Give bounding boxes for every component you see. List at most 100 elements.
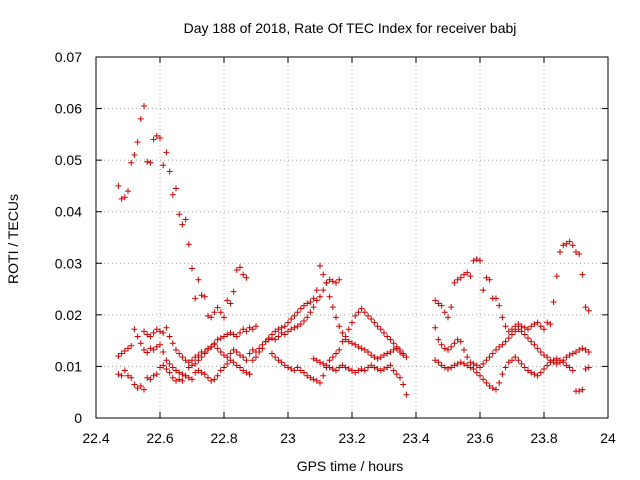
data-point-plus [160,162,167,169]
data-point-plus [451,362,458,369]
data-point-plus [198,292,205,299]
data-point-plus [320,271,327,278]
data-point-plus [537,369,544,376]
data-point-plus [505,328,512,335]
data-point-plus [541,352,547,359]
data-point-plus [505,335,512,342]
data-point-plus [579,345,586,352]
data-point-plus [525,367,531,374]
x-tick-label: 23 [280,430,296,446]
data-point-plus [240,271,247,278]
data-point-plus [221,364,227,371]
data-point-plus [317,262,323,269]
data-point-plus [579,271,586,278]
data-point-plus [397,374,403,381]
data-point-plus [573,348,579,355]
data-point-plus [278,359,285,366]
data-point-plus [208,314,215,321]
data-point-plus [467,364,474,371]
data-point-plus [585,364,592,371]
data-point-plus [157,341,163,348]
data-point-plus [313,377,320,384]
data-point-plus [185,364,192,371]
data-point-plus [246,350,253,357]
data-point-plus [457,359,464,366]
data-point-plus [208,343,215,350]
data-point-plus [163,324,170,331]
data-point-plus [496,379,503,386]
data-point-plus [144,158,151,165]
data-point-plus [534,345,541,352]
data-point-plus [496,343,503,350]
data-point-plus [141,346,147,353]
data-point-plus [432,357,439,364]
chart-title: Day 188 of 2018, Rate Of TEC Index for r… [184,20,517,36]
data-point-plus [137,115,144,122]
data-point-plus [454,276,461,283]
data-point-plus [563,354,570,361]
data-point-plus [397,346,403,353]
data-point-plus [237,352,243,359]
data-point-plus [457,338,464,345]
data-point-plus [393,371,400,378]
data-point-plus [365,312,371,319]
data-point-plus [118,350,125,357]
data-point-plus [352,369,359,376]
series-track-d [141,276,343,366]
data-point-plus [358,366,365,373]
data-point-plus [214,304,221,311]
data-point-plus [169,340,176,347]
data-point-plus [358,305,365,312]
data-point-plus [173,367,179,374]
data-point-plus [125,345,131,352]
series-track-h [432,238,592,335]
data-point-plus [336,364,343,371]
series-track-c [115,323,259,393]
data-point-plus [297,321,304,328]
data-point-plus [445,346,451,353]
data-point-plus [317,293,323,300]
data-point-plus [313,297,320,304]
data-point-plus [201,350,208,357]
data-point-plus [169,364,176,371]
data-point-plus [518,323,525,330]
data-point-plus [166,360,173,367]
data-point-plus [509,331,515,338]
data-point-plus [224,354,231,361]
data-point-plus [342,364,349,371]
data-point-plus [230,346,237,353]
data-point-plus [560,359,567,366]
data-point-plus [563,240,570,247]
data-point-plus [272,354,279,361]
data-point-plus [541,326,547,333]
data-point-plus [227,350,234,357]
data-point-plus [371,354,378,361]
data-point-plus [464,269,471,276]
data-point-plus [227,357,234,364]
data-point-plus [205,374,211,381]
x-tick-label: 22.6 [146,430,173,446]
data-point-plus [441,309,448,316]
data-point-plus [454,336,461,343]
data-point-plus [291,367,298,374]
data-point-plus [393,343,400,350]
data-point-plus [390,346,397,353]
data-point-plus [169,374,176,381]
data-point-plus [288,326,295,333]
data-point-plus [128,342,135,349]
data-point-plus [544,354,551,361]
data-point-plus [313,287,320,294]
data-point-plus [182,216,189,223]
data-point-plus [502,323,509,330]
data-point-plus [317,359,323,366]
data-point-plus [368,315,375,322]
data-point-plus [304,300,311,307]
data-point-plus [281,362,288,369]
data-point-plus [137,340,144,347]
y-tick-label: 0.05 [55,152,82,168]
data-point-plus [249,346,256,353]
data-point-plus [374,323,381,330]
data-point-plus [185,359,192,366]
data-point-plus [275,326,282,333]
data-point-plus [144,374,151,381]
